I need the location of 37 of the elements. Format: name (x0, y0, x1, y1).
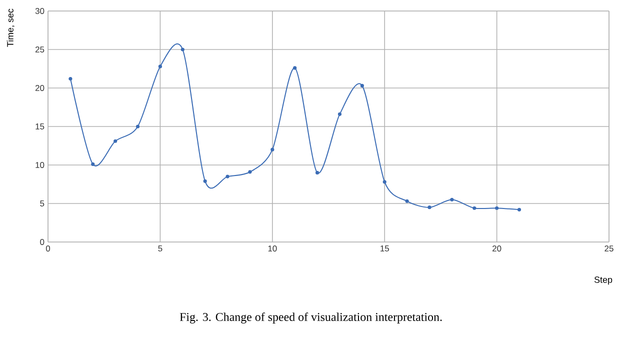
point (517, 208, 522, 212)
y-axis-title: Time, sec (6, 8, 14, 47)
point (248, 170, 252, 174)
y-tick-label: 30 (35, 8, 44, 14)
point (203, 179, 207, 183)
x-tick-label: 25 (604, 246, 614, 252)
point (270, 148, 274, 152)
x-tick-label: 15 (380, 246, 389, 252)
y-tick-label: 20 (35, 85, 44, 91)
point (68, 76, 72, 81)
point (428, 206, 432, 210)
point (136, 124, 140, 128)
point (450, 198, 454, 202)
point (472, 206, 476, 210)
text: Fig. 3. Change of speed of visualization interpretation. (180, 312, 442, 324)
x-tick-label: 20 (492, 246, 502, 252)
point (338, 112, 342, 116)
point (382, 180, 386, 184)
y-tick-label: 15 (36, 124, 44, 130)
point (226, 174, 230, 178)
y-tick-label: 0 (40, 239, 44, 245)
x-tick-label: 0 (46, 246, 50, 252)
x-axis-title: Step (594, 276, 612, 285)
point (315, 170, 320, 174)
point (360, 84, 364, 88)
point (293, 66, 297, 70)
x-tick-label: 10 (268, 246, 277, 252)
y-tick-label: 25 (35, 46, 44, 52)
point (405, 199, 409, 203)
point (180, 48, 184, 52)
point (114, 139, 118, 143)
y-tick-label: 10 (36, 162, 44, 168)
y-tick-label: 5 (40, 200, 44, 206)
point (495, 206, 499, 210)
point (158, 64, 162, 68)
point (91, 162, 95, 166)
x-tick-label: 5 (158, 246, 162, 252)
